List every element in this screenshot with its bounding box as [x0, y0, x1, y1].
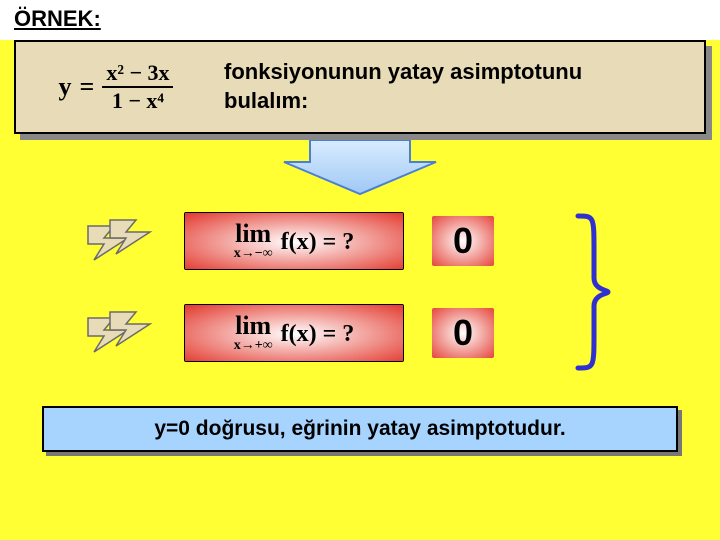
lim-fx-1: f(x) = ?	[281, 229, 355, 256]
formula-numerator: x² − 3x	[102, 62, 173, 88]
main-area: y = x² − 3x 1 − x⁴ fonksiyonunun yatay a…	[0, 40, 720, 540]
lim-sub-2: x→+∞	[234, 339, 273, 352]
down-arrow-icon	[280, 134, 440, 198]
row-1: lim x→−∞ f(x) = ? 0	[86, 212, 706, 270]
formula-eq: =	[80, 72, 95, 102]
bottom-panel: y=0 doğrusu, eğrinin yatay asimptotudur.	[42, 406, 678, 452]
formula-box: y = x² − 3x 1 − x⁴	[16, 42, 216, 132]
header-title: ÖRNEK:	[14, 6, 101, 31]
top-panel: y = x² − 3x 1 − x⁴ fonksiyonunun yatay a…	[14, 40, 706, 134]
brace-icon	[572, 212, 612, 372]
lightning-icon-2	[86, 308, 156, 358]
panel-text-line1: fonksiyonunun yatay asimptotunu	[224, 59, 582, 84]
limit-box-1: lim x→−∞ f(x) = ?	[184, 212, 404, 270]
lim-label-2: lim	[235, 314, 271, 339]
formula-fraction: x² − 3x 1 − x⁴	[102, 62, 173, 112]
formula-denominator: 1 − x⁴	[108, 88, 168, 112]
panel-text: fonksiyonunun yatay asimptotunu bulalım:	[216, 58, 704, 115]
lightning-icon-1	[86, 216, 156, 266]
formula-y: y	[59, 72, 72, 102]
limit-inner-2: lim x→+∞ f(x) = ?	[234, 314, 355, 352]
result-1: 0	[453, 220, 473, 262]
bottom-front: y=0 doğrusu, eğrinin yatay asimptotudur.	[42, 406, 678, 452]
header-strip: ÖRNEK:	[0, 0, 720, 40]
formula: y = x² − 3x 1 − x⁴	[59, 62, 174, 112]
row-2: lim x→+∞ f(x) = ? 0	[86, 304, 706, 362]
down-arrow-wrap	[14, 134, 706, 198]
panel-text-line2: bulalım:	[224, 88, 308, 113]
lim-label-1: lim	[235, 222, 271, 247]
lim-fx-2: f(x) = ?	[281, 321, 355, 348]
bottom-text: y=0 doğrusu, eğrinin yatay asimptotudur.	[154, 417, 565, 441]
limit-inner-1: lim x→−∞ f(x) = ?	[234, 222, 355, 260]
result-2: 0	[453, 312, 473, 354]
lim-sub-1: x→−∞	[234, 247, 273, 260]
result-box-1: 0	[432, 216, 494, 266]
limit-box-2: lim x→+∞ f(x) = ?	[184, 304, 404, 362]
result-box-2: 0	[432, 308, 494, 358]
top-panel-front: y = x² − 3x 1 − x⁴ fonksiyonunun yatay a…	[14, 40, 706, 134]
